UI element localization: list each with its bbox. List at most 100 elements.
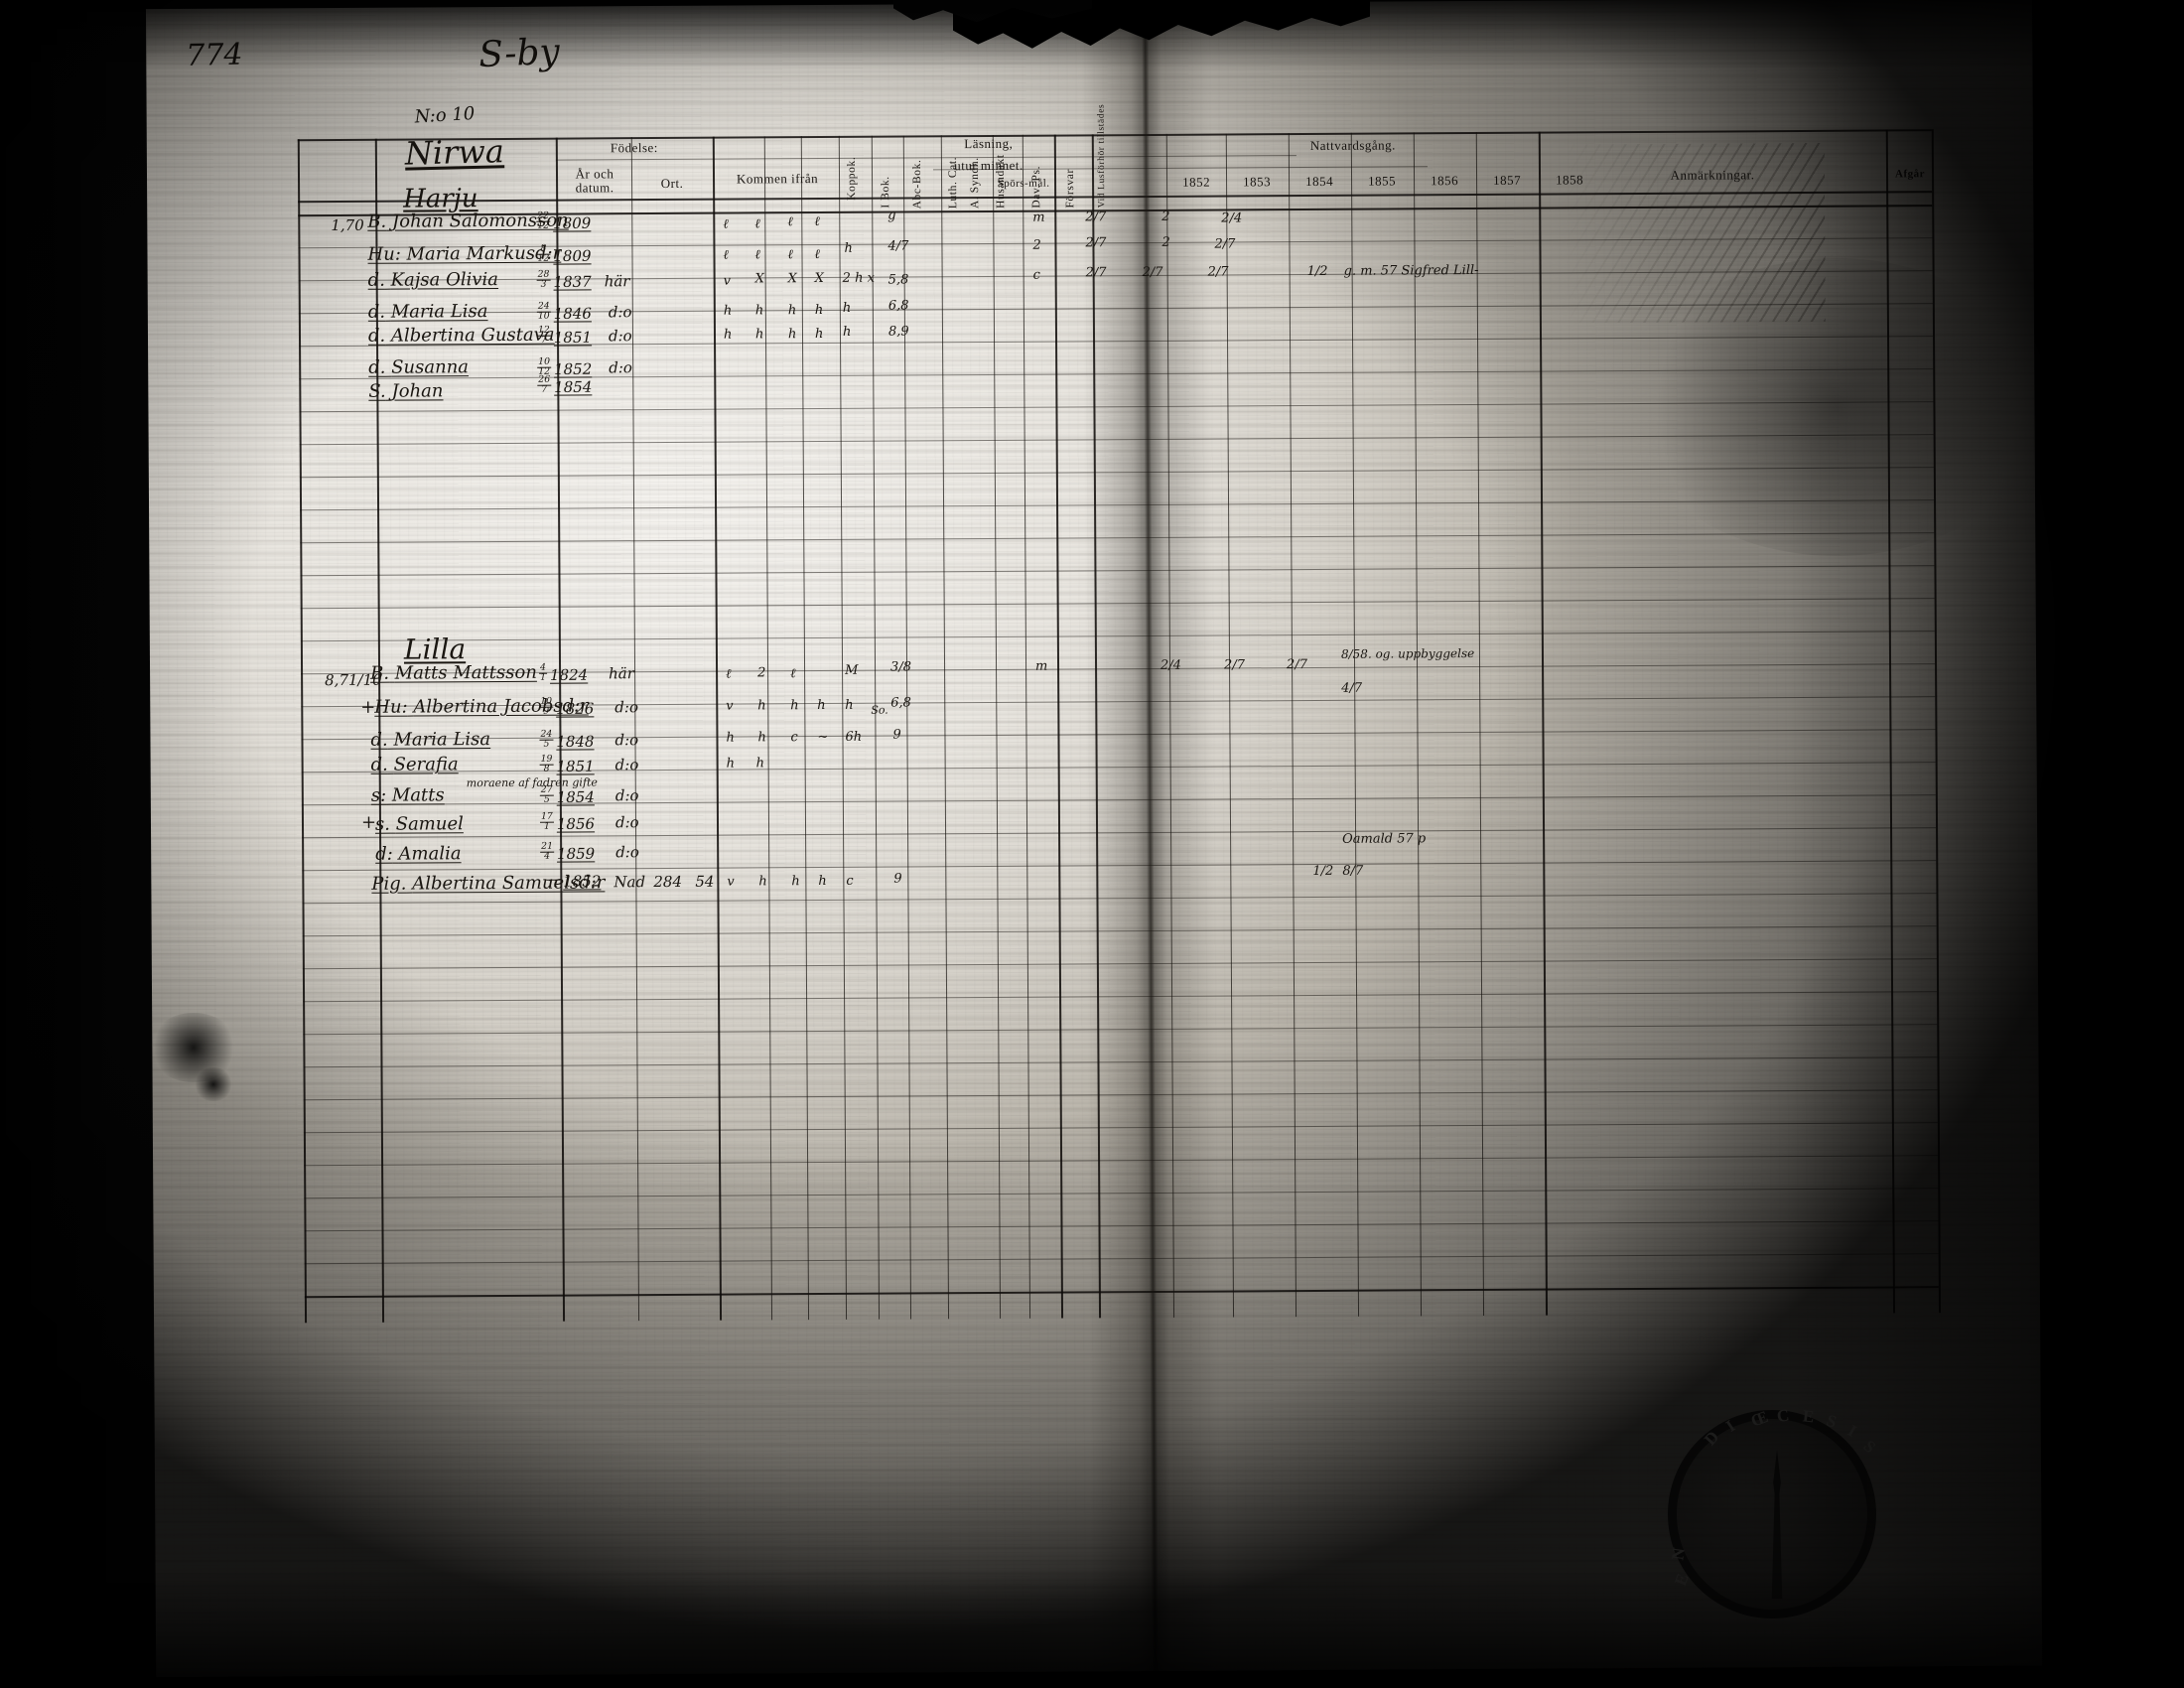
member-fullname: Albertina Gustava <box>390 324 555 347</box>
cross-mark: + <box>360 811 377 833</box>
forsvar-mark: 8,9 <box>887 324 909 340</box>
member-prefix: d. <box>367 269 385 291</box>
column-header-notes: Anmärkningar. <box>1670 167 1755 183</box>
communion-mark: 2 <box>1161 234 1170 250</box>
column-header-reading-0: I Bok. <box>880 176 892 209</box>
member-birthdate: 26 7 1854 <box>537 373 593 396</box>
member-prefix: S. <box>368 380 386 402</box>
communion-mark: 2/4 <box>1221 211 1243 226</box>
member-fullname: Serafia <box>393 754 459 775</box>
member-birthdate: 21 4 1859 <box>540 840 596 863</box>
member-birthdate: 22 12 1809 <box>536 210 592 232</box>
column-header-reading-5: Spörs-mål. <box>997 177 1050 190</box>
birth-year-label: År och datum. <box>575 166 614 196</box>
member-prefix: Pig. <box>371 873 407 895</box>
cross-mark: + <box>360 696 376 718</box>
member-birthplace: här <box>609 664 634 683</box>
reading-mark: 6h <box>845 729 863 745</box>
reading-mark: ℓ <box>754 247 760 263</box>
member-name: d. Maria Lisa <box>368 301 488 323</box>
seal-text: D I Œ C E S I S N E <box>1668 1405 1881 1589</box>
member-birthplace: d:o <box>615 843 639 862</box>
reading-mark: h <box>791 874 800 890</box>
forsvar-mark: 6,8 <box>890 695 911 711</box>
communion-mark: 2/7 <box>1207 264 1229 280</box>
household-name-0: Harju <box>403 184 478 214</box>
member-birthdate: 12 7 1851 <box>536 324 593 347</box>
member-prefix: Hu: <box>374 696 408 718</box>
member-fullname: Matts <box>391 784 445 806</box>
column-header-reading-7: Försvar <box>1063 169 1077 209</box>
member-name: d. Albertina Gustava <box>368 325 555 347</box>
reading-mark: v <box>723 273 732 289</box>
reading-mark: v <box>727 874 735 890</box>
reading-mark: h <box>754 303 764 319</box>
communion-mark: 2/7 <box>1142 264 1163 281</box>
farm-name: Nirwa <box>404 132 505 173</box>
household-reference-0: 1,70 <box>331 215 364 235</box>
reading-mark: ℓ <box>723 247 729 263</box>
farm-number: N:o 10 <box>414 102 476 128</box>
member-prefix: d. <box>368 356 386 378</box>
member-prefix: d: <box>375 843 393 865</box>
reading-mark: h <box>842 324 852 340</box>
member-name: B. Matts Mattsson <box>370 662 537 684</box>
member-birthdate: 17 1 1856 <box>539 810 596 833</box>
reading-mark: c <box>790 730 798 746</box>
reading-mark: ℓ <box>723 216 729 232</box>
member-birthdate: 19 8 1851 <box>539 753 595 775</box>
reading-mark: h <box>726 730 735 746</box>
member-prefix: B. <box>367 211 387 232</box>
reading-mark: h <box>818 873 827 890</box>
member-birthplace: d:o <box>614 786 639 805</box>
member-birthdate: 10 9 1826 <box>539 695 595 718</box>
column-header-reading-1: Abc-Bok. <box>910 159 924 210</box>
reading-mark: ℓ <box>754 216 760 232</box>
communion-mark: m <box>1034 658 1048 674</box>
household-name-1: Lilla <box>403 633 467 666</box>
member-fullname: Maria Lisa <box>393 729 491 751</box>
member-name: d: Amalia <box>375 843 462 865</box>
forsvar-mark: 9 <box>893 871 902 887</box>
member-name: d. Kajsa Olivia <box>368 269 499 291</box>
member-birthdate: 11 1852 <box>546 872 602 891</box>
member-vaccination: 54 <box>695 872 715 891</box>
reading-mark: c <box>846 873 854 889</box>
reading-mark: h <box>842 300 852 316</box>
member-birthplace: d:o <box>614 756 639 774</box>
forsvar-mark: 5,8 <box>887 272 909 288</box>
member-fullname: Johan <box>391 380 444 402</box>
forsvar-mark: 3/8 <box>889 659 912 675</box>
column-header-year-3: 1855 <box>1368 173 1397 189</box>
reading-mark: h <box>757 730 766 746</box>
member-birthplace: d:o <box>609 358 632 377</box>
column-header-reading-2: Luth. Cat. <box>946 156 960 210</box>
reading-mark: ℓ <box>726 666 732 682</box>
communion-mark: 2/7 <box>1085 265 1107 281</box>
reading-mark: v <box>726 698 734 714</box>
forsvar-mark: 9 <box>892 727 901 743</box>
column-header-moved-from: Kommen ifrån <box>736 171 819 187</box>
reading-mark: h <box>723 327 733 343</box>
member-birthplace: d:o <box>614 813 639 832</box>
communion-mark: 1/2 <box>1306 263 1328 280</box>
member-birthdate: 27 5 1854 <box>539 783 595 806</box>
column-header-vaccination: Koppok. <box>845 156 859 201</box>
member-note: 4/7 <box>1341 680 1363 696</box>
member-prefix: d. <box>367 301 386 323</box>
member-name: d. Maria Lisa <box>370 729 490 751</box>
member-prefix: s. <box>374 813 391 835</box>
reading-mark: h <box>844 240 853 256</box>
member-birthplace: Nad <box>614 873 646 892</box>
village-heading: S-by <box>478 31 561 76</box>
member-birthplace: här <box>604 272 630 291</box>
communion-mark: 2 <box>1032 237 1041 253</box>
reading-mark: X <box>814 270 824 287</box>
reading-mark: 2 <box>757 665 766 681</box>
member-name: s: Matts <box>371 784 445 805</box>
reading-mark: So. <box>871 703 888 717</box>
forsvar-mark: 6,8 <box>887 298 909 314</box>
column-header-communion-group: Nattvardsgång. <box>1309 137 1396 154</box>
communion-mark: 2/7 <box>1085 235 1107 251</box>
